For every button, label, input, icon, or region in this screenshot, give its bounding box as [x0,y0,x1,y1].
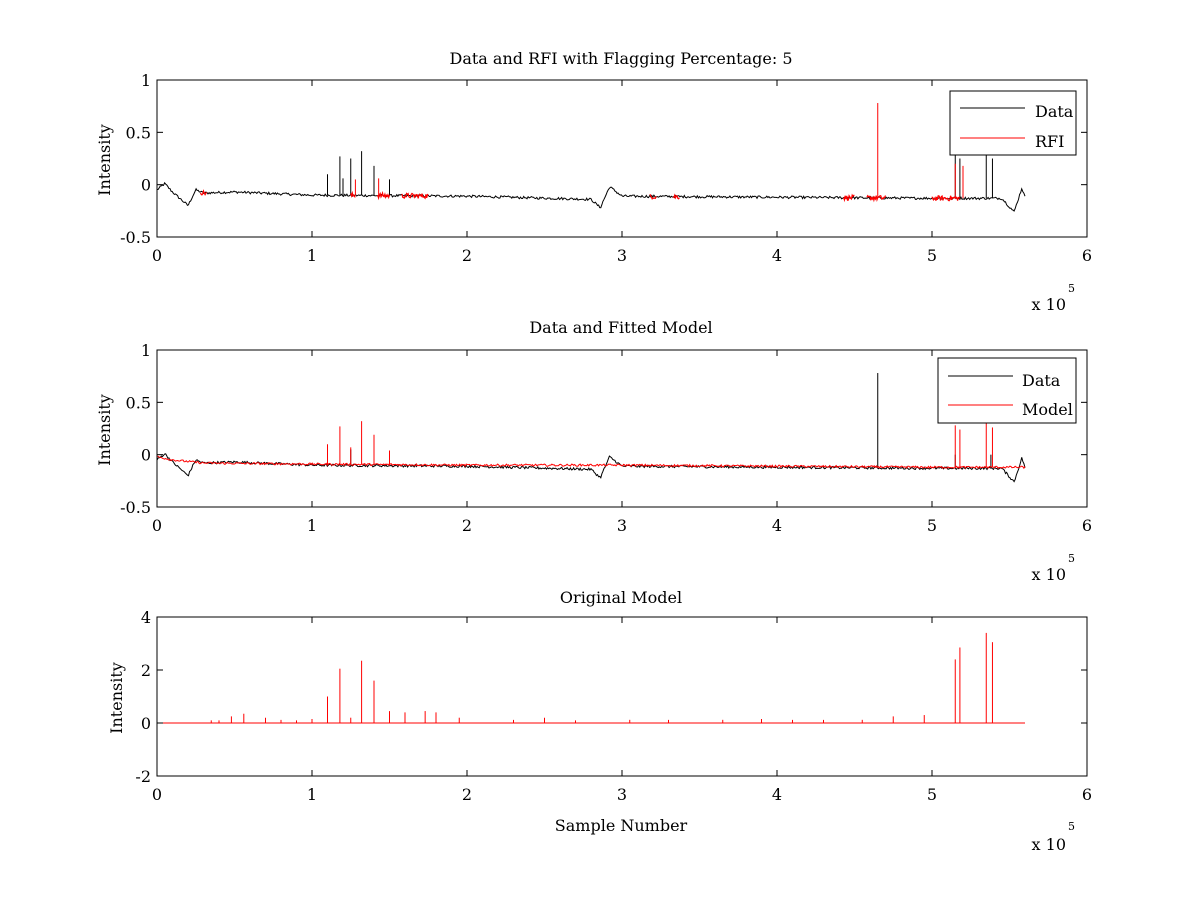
x-tick-label: 2 [462,516,472,535]
y-tick-label: 1 [141,71,151,90]
x-tick-label: 6 [1082,246,1092,265]
y-tick-label: 0 [141,714,151,733]
x-tick-label: 5 [927,246,937,265]
x-tick-label: 5 [927,785,937,804]
x-tick-label: 1 [307,785,317,804]
x-tick-label: 2 [462,246,472,265]
y-tick-label: 0 [141,176,151,195]
y-tick-label: 4 [141,608,151,627]
legend-label-data: Data [1035,102,1074,121]
x-tick-label: 3 [617,246,627,265]
y-tick-label: -2 [135,767,151,786]
xlabel-original-model: Sample Number [555,816,688,835]
x-tick-label: 3 [617,785,627,804]
ylabel-original-model: Intensity [107,662,126,734]
series-rfi-segment [931,194,961,202]
series-model-line [157,455,1026,470]
legend-fitted-model: Data Model [937,357,1077,424]
series-rfi-segment [350,190,356,199]
x-tick-label: 4 [772,785,782,804]
series-rfi-segment [672,193,680,200]
x-tick-label: 3 [617,516,627,535]
x-tick-label: 1 [307,246,317,265]
x-exponent: 5 [1068,282,1075,295]
x-tick-label: 4 [772,516,782,535]
legend-label-data: Data [1022,371,1061,390]
x-tick-label: 6 [1082,785,1092,804]
x-tick-label: 0 [152,246,162,265]
series-rfi-segment [401,192,429,200]
x-tick-label: 6 [1082,516,1092,535]
title-data-rfi: Data and RFI with Flagging Percentage: 5 [449,49,792,68]
ylabel-data-rfi: Intensity [95,124,114,196]
y-tick-label: 0.5 [126,123,151,142]
x-tick-label: 0 [152,785,162,804]
y-tick-label: 2 [141,661,151,680]
legend-data-rfi: Data RFI [949,90,1077,156]
axes-data-rfi: Data and RFI with Flagging Percentage: 5… [95,49,1092,314]
x-multiplier: x 10 [1032,295,1066,314]
series-rfi-segment [199,189,208,196]
ylabel-fitted-model: Intensity [95,394,114,466]
x-tick-label: 1 [307,516,317,535]
y-tick-label: 1 [141,341,151,360]
y-tick-label: -0.5 [120,498,151,517]
series-data-line [157,181,1026,212]
x-tick-label: 5 [927,516,937,535]
x-multiplier: x 10 [1032,565,1066,584]
axes-original-model: Original Model Intensity Sample Number x… [107,588,1092,854]
series-rfi-segment [376,190,391,201]
y-tick-label: 0 [141,446,151,465]
y-tick-label: -0.5 [120,228,151,247]
title-original-model: Original Model [560,588,682,607]
series-rfi-segment [843,193,855,203]
series-rfi-segment [866,194,887,203]
title-fitted-model: Data and Fitted Model [529,318,712,337]
axes-fitted-model: Data and Fitted Model Intensity x 10 5 D… [95,318,1092,584]
x-tick-label: 4 [772,246,782,265]
legend-box [949,90,1077,156]
x-exponent: 5 [1068,552,1075,565]
y-tick-label: 0.5 [126,393,151,412]
x-exponent: 5 [1068,820,1075,833]
legend-box [937,357,1077,424]
x-tick-label: 0 [152,516,162,535]
x-tick-label: 2 [462,785,472,804]
legend-label-model: Model [1022,400,1073,419]
series-rfi-segment [649,193,657,200]
x-multiplier: x 10 [1032,835,1066,854]
legend-label-rfi: RFI [1035,132,1064,151]
